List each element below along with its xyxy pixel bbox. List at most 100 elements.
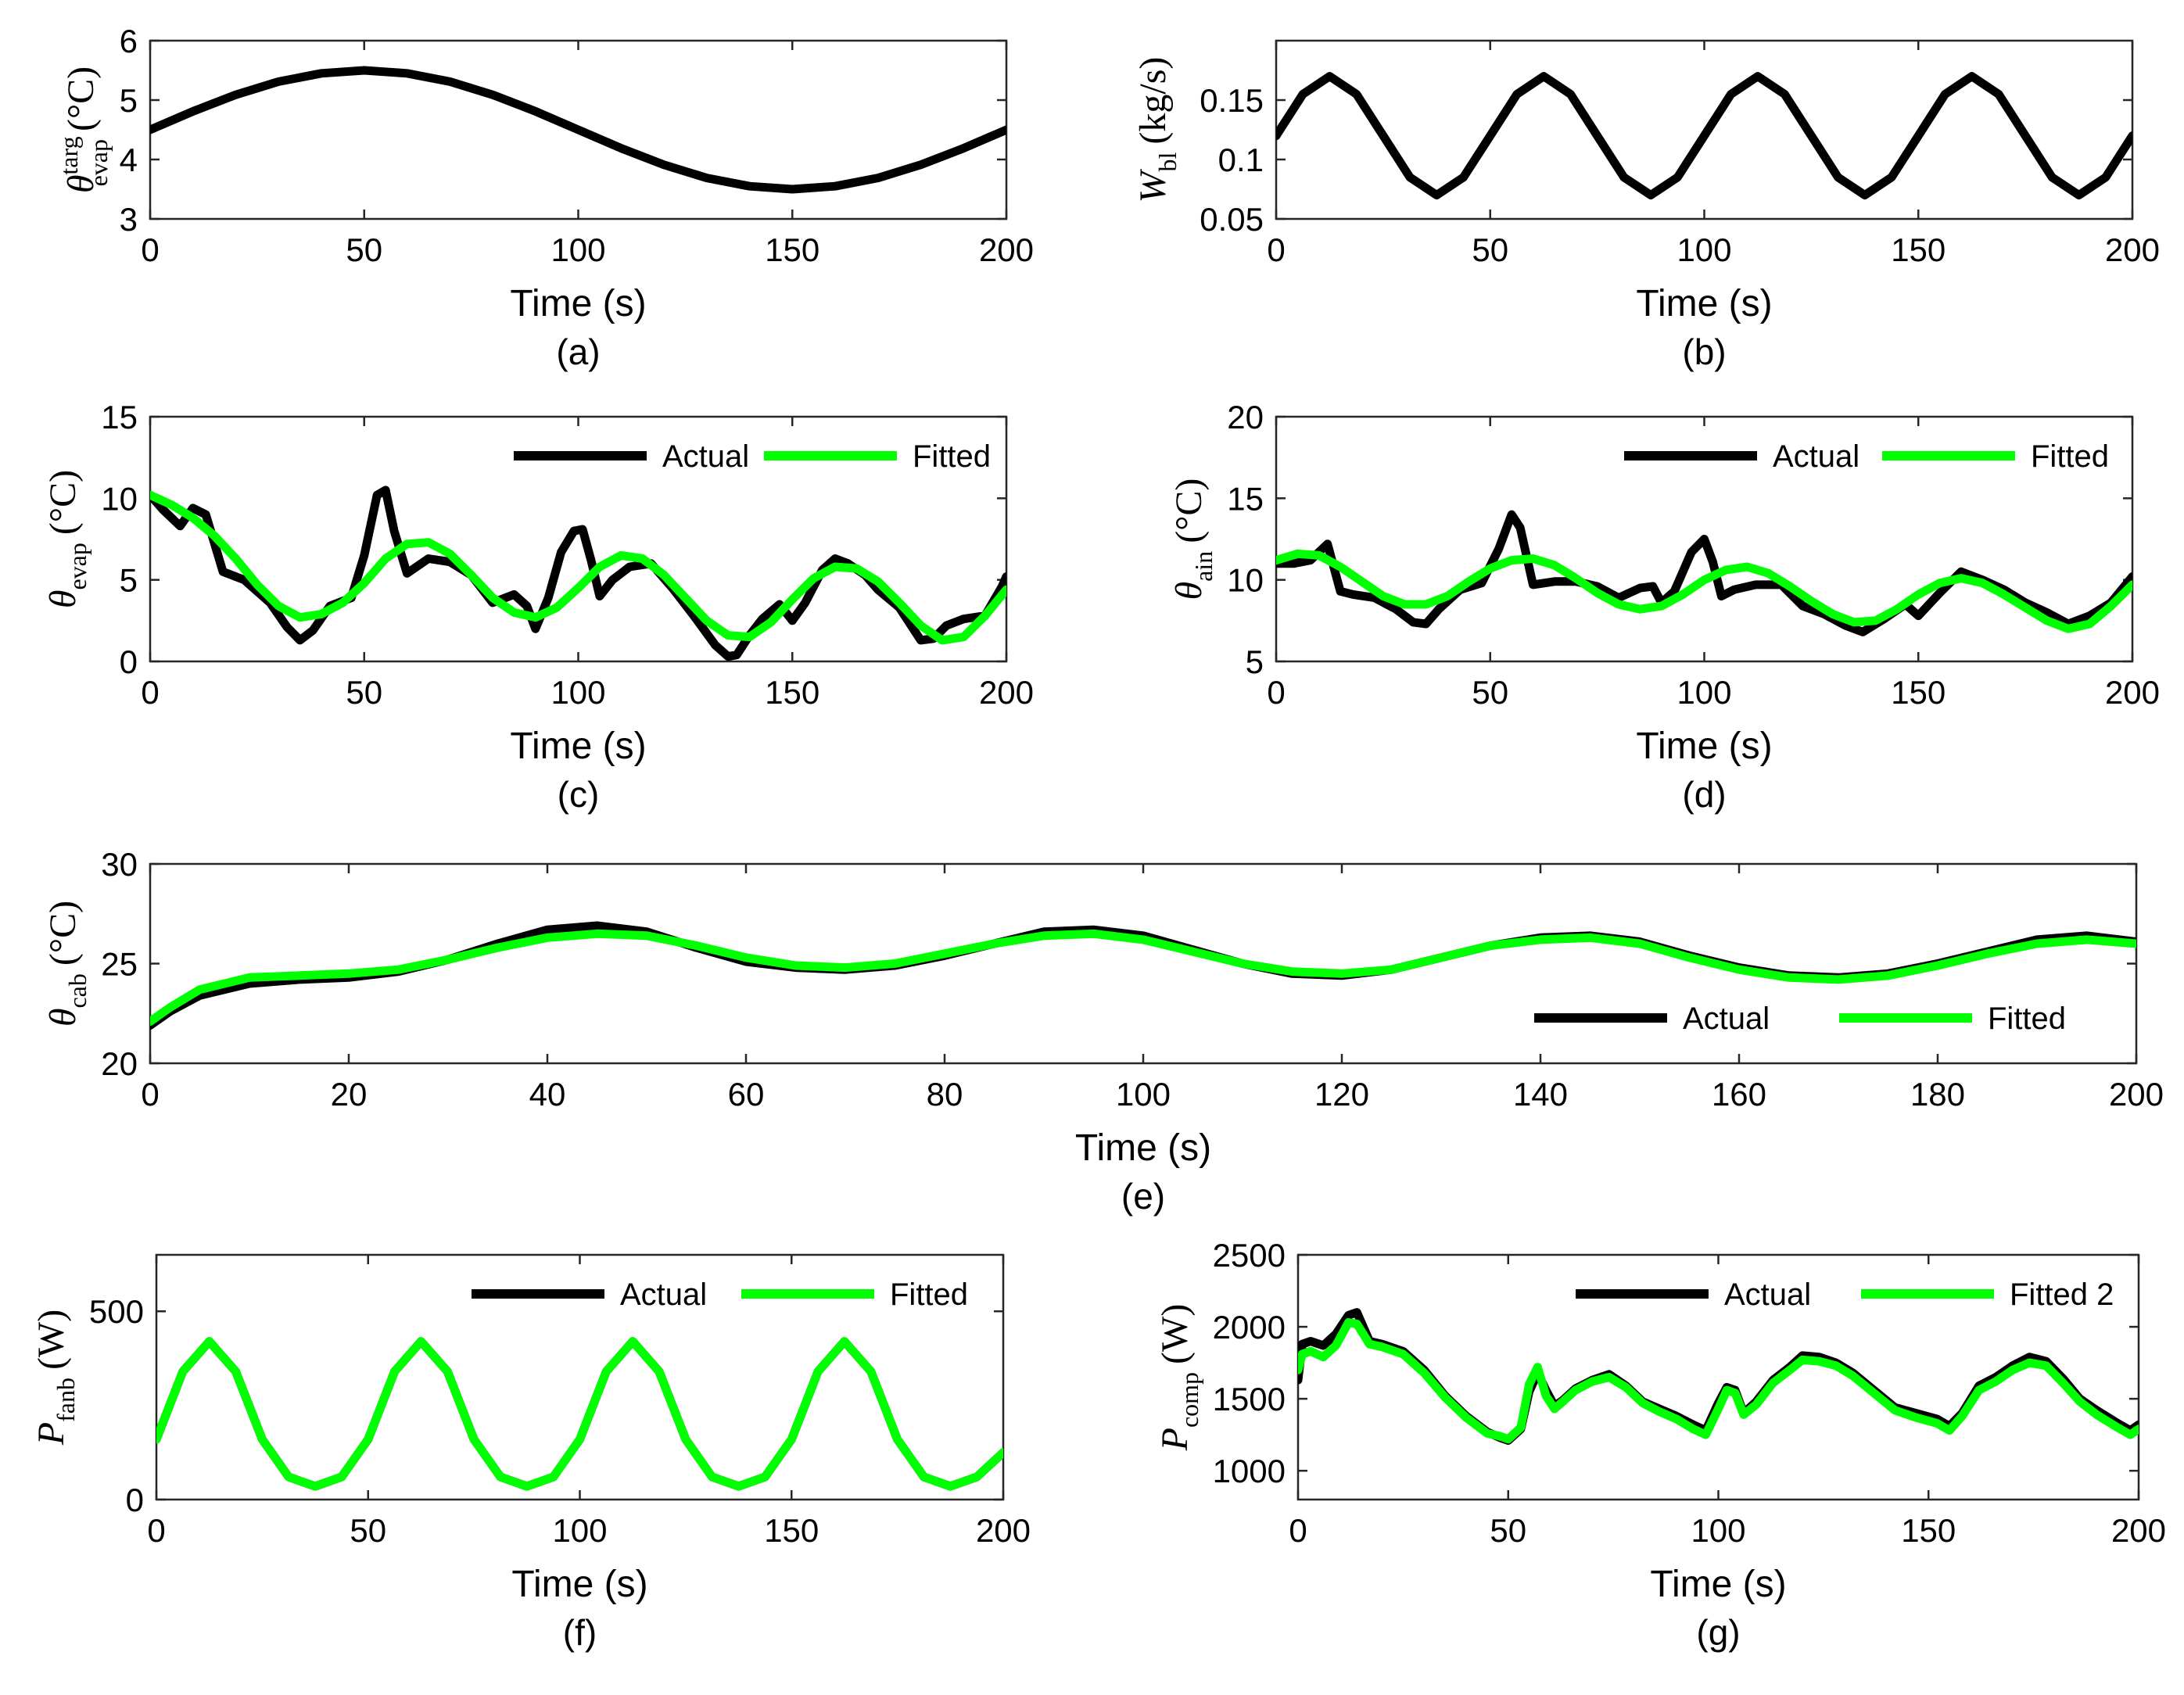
- x-tick-label: 100: [550, 231, 605, 268]
- x-tick-label: 50: [350, 1512, 386, 1549]
- y-tick-label: 5: [120, 82, 138, 119]
- panel-label: (g): [1696, 1612, 1740, 1653]
- x-tick-label: 0: [1267, 674, 1285, 711]
- x-tick-label: 120: [1314, 1076, 1369, 1113]
- y-axis-label: θain (°C): [1168, 478, 1218, 600]
- y-axis-label: Pcomp (W): [1154, 1304, 1203, 1452]
- x-tick-label: 0: [1289, 1512, 1307, 1549]
- y-label-unit: (°C): [60, 66, 102, 131]
- legend-label: Actual: [1724, 1278, 1811, 1312]
- legend-label: Fitted: [913, 439, 991, 474]
- chart-panel-a: 0 50 100 150 200 3 4 5 6 Time (s) (a) θtargevap (°C): [55, 23, 1034, 372]
- y-label-unit: (kg/s): [1132, 57, 1174, 145]
- x-tick-label: 150: [764, 1512, 819, 1549]
- legend-label: Fitted: [890, 1278, 968, 1312]
- x-tick-label: 100: [552, 1512, 607, 1549]
- y-tick-label: 500: [89, 1293, 144, 1330]
- y-axis-label: θevap (°C): [42, 470, 91, 608]
- x-tick-label: 60: [728, 1076, 765, 1113]
- chart-panel-f: 0 50 100 150 200 0 500 Time (s) (f) Pfanb (W) Actua…: [30, 1253, 1031, 1653]
- y-label-unit: (W): [1154, 1304, 1196, 1364]
- x-tick-label: 50: [346, 674, 382, 711]
- y-label-subscript: fanb: [52, 1378, 80, 1422]
- series-line-actual: [150, 66, 1006, 194]
- y-label-unit: (°C): [1168, 478, 1210, 543]
- series-line-fitted: [156, 1337, 1003, 1491]
- y-tick-label: 25: [101, 946, 138, 983]
- y-tick-label: 2500: [1213, 1237, 1286, 1274]
- y-label-symbol: θ: [1168, 582, 1210, 600]
- x-tick-label: 100: [1116, 1076, 1171, 1113]
- y-tick-label: 4: [120, 142, 138, 178]
- x-tick-label: 200: [2109, 1076, 2164, 1113]
- x-axis-label: Time (s): [511, 1564, 647, 1605]
- chart-panel-d: 0 50 100 150 200 5 10 15 20 Time (s) (d) θain (°C) Ac…: [1168, 399, 2160, 815]
- x-tick-label: 100: [1691, 1512, 1745, 1549]
- x-tick-label: 40: [529, 1076, 566, 1113]
- legend-label: Actual: [1773, 439, 1859, 474]
- x-tick-label: 0: [141, 231, 159, 268]
- x-axis-label: Time (s): [1650, 1564, 1786, 1605]
- y-tick-label: 30: [101, 846, 138, 883]
- y-label-subscript: cab: [63, 973, 91, 1008]
- y-tick-label: 0.15: [1200, 82, 1264, 119]
- y-axis-label: θtargevap (°C): [55, 66, 113, 193]
- y-tick-label: 20: [101, 1045, 138, 1082]
- y-label-unit: (W): [30, 1310, 72, 1370]
- panel-label: (b): [1682, 331, 1726, 372]
- series-line-actual: [1276, 72, 2132, 200]
- legend-label: Actual: [662, 439, 749, 474]
- x-tick-label: 100: [1677, 674, 1731, 711]
- y-label-symbol: P: [1154, 1428, 1196, 1451]
- y-tick-label: 15: [1227, 480, 1264, 517]
- y-tick-label: 1000: [1213, 1453, 1286, 1489]
- y-label-superscript: targ: [55, 136, 83, 174]
- panel-label: (c): [558, 774, 600, 815]
- legend-label: Fitted 2: [2010, 1278, 2114, 1312]
- y-tick-label: 5: [120, 562, 138, 599]
- x-tick-label: 150: [765, 231, 819, 268]
- panel-label: (d): [1682, 774, 1726, 815]
- x-tick-label: 100: [550, 674, 605, 711]
- y-tick-label: 0.05: [1200, 201, 1264, 238]
- panel-label: (e): [1121, 1176, 1165, 1217]
- y-label-symbol: W: [1132, 168, 1174, 202]
- x-tick-label: 200: [2111, 1512, 2166, 1549]
- y-tick-label: 15: [101, 399, 138, 435]
- x-tick-label: 0: [147, 1512, 165, 1549]
- x-tick-label: 50: [1490, 1512, 1526, 1549]
- y-tick-label: 0.1: [1218, 142, 1264, 178]
- x-tick-label: 150: [765, 674, 819, 711]
- x-tick-label: 0: [141, 1076, 159, 1113]
- x-tick-label: 200: [2105, 231, 2160, 268]
- series-line-fitted: [150, 490, 1006, 645]
- x-tick-label: 50: [1472, 674, 1508, 711]
- y-label-symbol: θ: [42, 590, 84, 609]
- legend-label: Fitted: [1988, 1002, 2066, 1036]
- y-label-subscript: evap: [84, 139, 113, 186]
- x-tick-label: 200: [979, 674, 1034, 711]
- y-tick-label: 3: [120, 201, 138, 238]
- x-axis-label: Time (s): [510, 726, 646, 767]
- x-axis-label: Time (s): [1636, 283, 1772, 324]
- chart-panel-g: 0 50 100 150 200 1000 1500 2000 2500 Time (s) (g) P…: [1154, 1237, 2166, 1653]
- x-tick-label: 20: [331, 1076, 368, 1113]
- x-tick-label: 0: [141, 674, 159, 711]
- y-label-subscript: bl: [1153, 152, 1182, 171]
- x-axis-label: Time (s): [1636, 726, 1772, 767]
- x-tick-label: 200: [976, 1512, 1031, 1549]
- y-tick-label: 6: [120, 23, 138, 59]
- series-line-actual: [150, 486, 1006, 661]
- y-axis-label: Pfanb (W): [30, 1310, 80, 1446]
- series-line-fitted: [150, 929, 2136, 1026]
- x-tick-label: 100: [1677, 231, 1731, 268]
- x-axis-label: Time (s): [1075, 1127, 1211, 1169]
- x-tick-label: 150: [1891, 231, 1946, 268]
- x-tick-label: 80: [927, 1076, 963, 1113]
- y-label-symbol: θ: [60, 175, 102, 194]
- y-tick-label: 20: [1227, 399, 1264, 435]
- x-tick-label: 50: [1472, 231, 1508, 268]
- y-label-subscript: ain: [1189, 551, 1218, 582]
